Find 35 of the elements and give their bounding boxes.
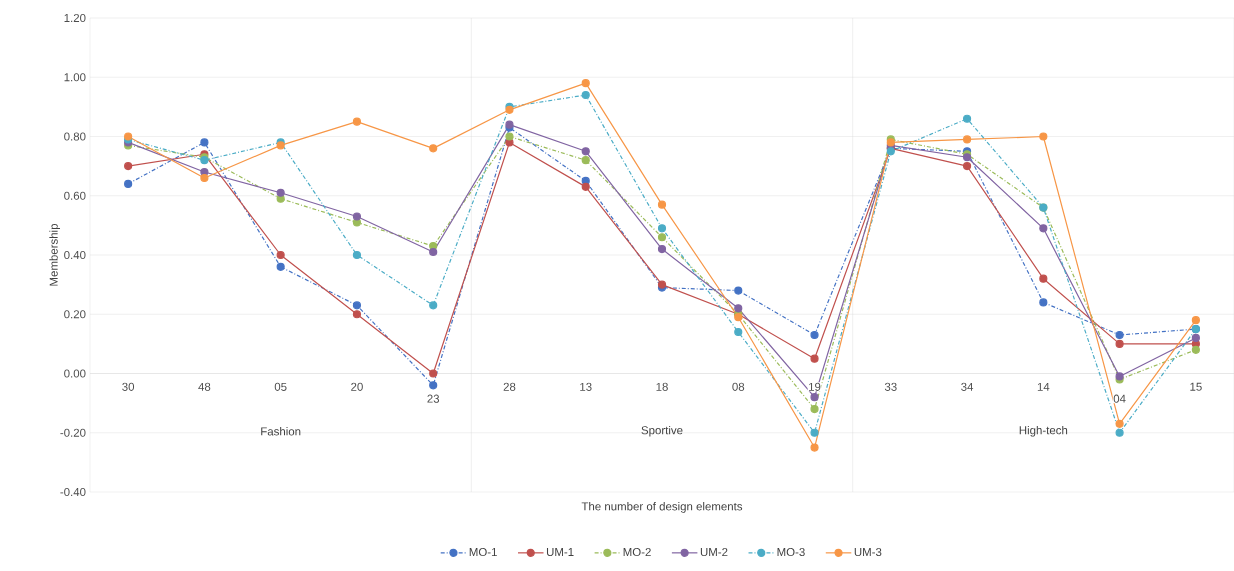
annotation: Sportive [641, 425, 683, 437]
x-tick-label: 18 [656, 382, 668, 391]
y-tick-label: 0.80 [64, 132, 86, 141]
y-tick-label: 0.00 [64, 369, 86, 378]
x-tick-label: 15 [1190, 382, 1202, 391]
x-tick-label: 05 [274, 382, 287, 391]
x-tick-label: 13 [580, 382, 592, 391]
y-tick-label: 0.40 [64, 250, 86, 260]
legend-label: MO-3 [777, 547, 805, 557]
y-tick-label: 0.60 [64, 191, 86, 200]
x-tick-label: 34 [961, 382, 974, 391]
legend-label: UM-3 [854, 547, 882, 557]
x-tick-label: 20 [351, 382, 363, 391]
x-tick-label: 28 [503, 382, 516, 391]
x-tick-label: 23 [427, 394, 440, 403]
x-tick-label: 48 [198, 382, 211, 391]
x-tick-label: 19 [809, 382, 821, 391]
x-tick-label: 04 [1113, 394, 1126, 403]
legend-label: MO-1 [469, 547, 497, 557]
legend-label: UM-2 [700, 547, 728, 557]
x-tick-label: 30 [122, 382, 135, 391]
y-tick-label: 1.20 [64, 13, 86, 23]
x-axis-title: The number of design elements [581, 502, 743, 513]
y-tick-label: 1.00 [64, 73, 86, 82]
y-axis-title: Membership [49, 223, 60, 286]
legend-label: UM-1 [546, 548, 574, 557]
y-tick-label: -0.40 [60, 487, 86, 497]
annotation: Fashion [261, 427, 301, 436]
legend-label: MO-2 [623, 547, 651, 557]
x-tick-label: 33 [884, 382, 897, 391]
y-tick-label: 0.20 [64, 310, 86, 319]
x-tick-label: 14 [1037, 382, 1050, 391]
y-tick-label: -0.20 [60, 428, 86, 437]
annotation: High-tech [1019, 425, 1068, 437]
x-tick-label: 08 [732, 382, 745, 391]
